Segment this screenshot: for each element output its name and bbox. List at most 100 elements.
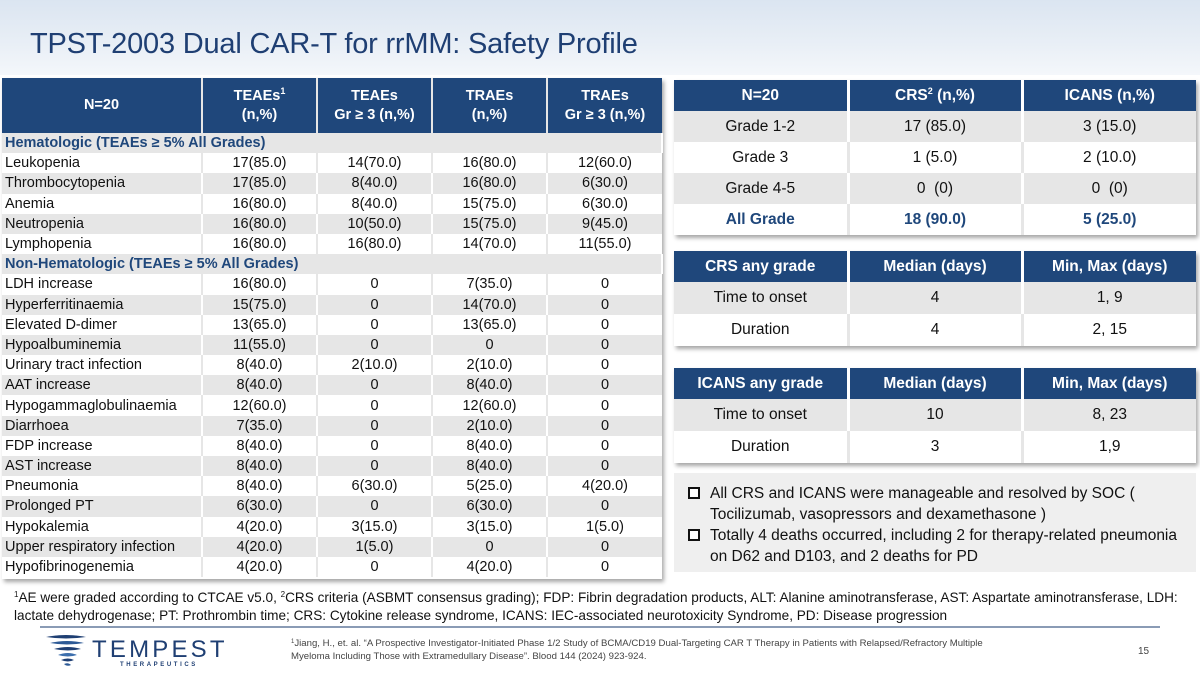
icans-timing-table: ICANS any grade Median (days) Min, Max (… bbox=[674, 368, 1196, 463]
crs-timing-header-range: Min, Max (days) bbox=[1022, 251, 1196, 282]
ae-table-body: Hematologic (TEAEs ≥ 5% All Grades) Leuko… bbox=[2, 133, 663, 578]
trae-value: 8(40.0) bbox=[432, 435, 548, 456]
trae-gr3-value: 0 bbox=[547, 496, 662, 517]
teae-gr3-value: 0 bbox=[317, 334, 433, 356]
trae-gr3-value: 0 bbox=[547, 435, 662, 456]
ae-name: AAT increase bbox=[2, 375, 203, 396]
table-row: FDP increase 8(40.0) 0 8(40.0) 0 bbox=[2, 435, 662, 456]
trae-value: 4(20.0) bbox=[432, 556, 548, 578]
ae-table-header-row: N=20 TEAEs1 (n,%) TEAEs Gr ≥ 3 (n,%) TRAEs… bbox=[2, 78, 662, 133]
table-row: Elevated D-dimer 13(65.0) 0 13(65.0) 0 bbox=[2, 314, 662, 335]
section-header-row: Non-Hematologic (TEAEs ≥ 5% All Grades) bbox=[2, 254, 663, 275]
teae-value: 4(20.0) bbox=[202, 516, 318, 537]
ae-name: FDP increase bbox=[2, 435, 203, 456]
trae-gr3-value: 6(30.0) bbox=[547, 193, 662, 214]
crs-value: 1 (5.0) bbox=[848, 142, 1024, 173]
teae-gr3-value: 2(10.0) bbox=[317, 355, 433, 376]
total-label: All Grade bbox=[674, 204, 850, 235]
range-value: 2, 15 bbox=[1022, 314, 1196, 346]
table-row: Duration 3 1,9 bbox=[674, 431, 1196, 463]
crs-icans-header-n: N=20 bbox=[674, 80, 850, 111]
note-item: All CRS and ICANS were manageable and re… bbox=[686, 483, 1186, 525]
ae-name: Anemia bbox=[2, 193, 203, 214]
table-row: AST increase 8(40.0) 0 8(40.0) 0 bbox=[2, 456, 662, 477]
table-row: Anemia 16(80.0) 8(40.0) 15(75.0) 6(30.0) bbox=[2, 193, 662, 214]
teae-gr3-value: 0 bbox=[317, 294, 433, 315]
teae-gr3-value: 0 bbox=[317, 395, 433, 416]
trae-value: 8(40.0) bbox=[432, 456, 548, 477]
trae-value: 2(10.0) bbox=[432, 415, 548, 436]
trae-gr3-value: 0 bbox=[547, 355, 662, 376]
crs-icans-grade-table: N=20 CRS2 (n,%) ICANS (n,%) Grade 1-2 17… bbox=[674, 80, 1196, 235]
checkbox-bullet-icon bbox=[688, 529, 700, 541]
adverse-events-table: N=20 TEAEs1 (n,%) TEAEs Gr ≥ 3 (n,%) TRAEs… bbox=[2, 78, 663, 579]
trae-gr3-value: 6(30.0) bbox=[547, 173, 662, 194]
teae-value: 15(75.0) bbox=[202, 294, 318, 315]
table-row: AAT increase 8(40.0) 0 8(40.0) 0 bbox=[2, 375, 662, 396]
teae-value: 7(35.0) bbox=[202, 415, 318, 436]
teae-value: 17(85.0) bbox=[202, 153, 318, 174]
trae-gr3-value: 0 bbox=[547, 314, 662, 335]
table-row: Hypofibrinogenemia 4(20.0) 0 4(20.0) 0 bbox=[2, 556, 662, 578]
teae-value: 16(80.0) bbox=[202, 274, 318, 295]
teae-gr3-value: 10(50.0) bbox=[317, 213, 433, 234]
trae-gr3-value: 0 bbox=[547, 456, 662, 477]
timing-label: Duration bbox=[674, 431, 850, 463]
range-value: 1,9 bbox=[1022, 431, 1196, 463]
median-value: 3 bbox=[848, 431, 1024, 463]
ae-name: AST increase bbox=[2, 456, 203, 477]
section-label: Hematologic (TEAEs ≥ 5% All Grades) bbox=[2, 133, 663, 154]
table-row: Thrombocytopenia 17(85.0) 8(40.0) 16(80.0) 6… bbox=[2, 173, 662, 194]
crs-icans-header-crs: CRS2 (n,%) bbox=[848, 80, 1024, 111]
teae-gr3-value: 0 bbox=[317, 375, 433, 396]
ae-name: Diarrhoea bbox=[2, 415, 203, 436]
trae-value: 16(80.0) bbox=[432, 173, 548, 194]
note-text: All CRS and ICANS were manageable and re… bbox=[710, 485, 1135, 523]
ae-name: LDH increase bbox=[2, 274, 203, 295]
timing-label: Time to onset bbox=[674, 282, 850, 314]
timing-label: Duration bbox=[674, 314, 850, 346]
trae-value: 16(80.0) bbox=[432, 153, 548, 174]
trae-gr3-value: 12(60.0) bbox=[547, 153, 662, 174]
table-row: Hypoalbuminemia 11(55.0) 0 0 0 bbox=[2, 334, 662, 356]
teae-gr3-value: 0 bbox=[317, 435, 433, 456]
teae-value: 8(40.0) bbox=[202, 456, 318, 477]
ae-name: Thrombocytopenia bbox=[2, 173, 203, 194]
icans-value: 2 (10.0) bbox=[1022, 142, 1196, 173]
teae-gr3-value: 0 bbox=[317, 314, 433, 335]
teae-gr3-value: 0 bbox=[317, 274, 433, 295]
trae-value: 15(75.0) bbox=[432, 193, 548, 214]
teae-gr3-value: 8(40.0) bbox=[317, 193, 433, 214]
trae-value: 13(65.0) bbox=[432, 314, 548, 335]
trae-value: 12(60.0) bbox=[432, 395, 548, 416]
ae-name: Hypofibrinogenemia bbox=[2, 556, 203, 578]
trae-value: 6(30.0) bbox=[432, 496, 548, 517]
trae-gr3-value: 9(45.0) bbox=[547, 213, 662, 234]
range-value: 8, 23 bbox=[1022, 399, 1196, 431]
teae-value: 8(40.0) bbox=[202, 476, 318, 497]
trae-value: 14(70.0) bbox=[432, 294, 548, 315]
table-row: LDH increase 16(80.0) 0 7(35.0) 0 bbox=[2, 274, 662, 295]
table-row: Upper respiratory infection 4(20.0) 1(5.0)… bbox=[2, 536, 662, 557]
ae-header-teaes-gr3: TEAEs Gr ≥ 3 (n,%) bbox=[317, 78, 433, 133]
teae-value: 13(65.0) bbox=[202, 314, 318, 335]
ae-header-n: N=20 bbox=[2, 78, 203, 133]
table-row: Lymphopenia 16(80.0) 16(80.0) 14(70.0) 11(55… bbox=[2, 233, 662, 255]
crs-icans-header-icans: ICANS (n,%) bbox=[1022, 80, 1196, 111]
teae-value: 17(85.0) bbox=[202, 173, 318, 194]
tempest-logo: TEMPEST THERAPEUTICS bbox=[44, 634, 225, 670]
teae-value: 11(55.0) bbox=[202, 334, 318, 356]
trae-value: 5(25.0) bbox=[432, 476, 548, 497]
section-header-row: Hematologic (TEAEs ≥ 5% All Grades) bbox=[2, 133, 663, 154]
teae-value: 8(40.0) bbox=[202, 355, 318, 376]
crs-timing-header-label: CRS any grade bbox=[674, 251, 850, 282]
icans-total: 5 (25.0) bbox=[1022, 204, 1196, 235]
tornado-logo-icon bbox=[46, 635, 86, 666]
trae-value: 2(10.0) bbox=[432, 355, 548, 376]
table-row: Hyperferritinaemia 15(75.0) 0 14(70.0) 0 bbox=[2, 294, 662, 315]
grade-label: Grade 1-2 bbox=[674, 111, 850, 142]
trae-gr3-value: 0 bbox=[547, 536, 662, 557]
teae-gr3-value: 6(30.0) bbox=[317, 476, 433, 497]
median-value: 4 bbox=[848, 314, 1024, 346]
trae-value: 14(70.0) bbox=[432, 233, 548, 255]
